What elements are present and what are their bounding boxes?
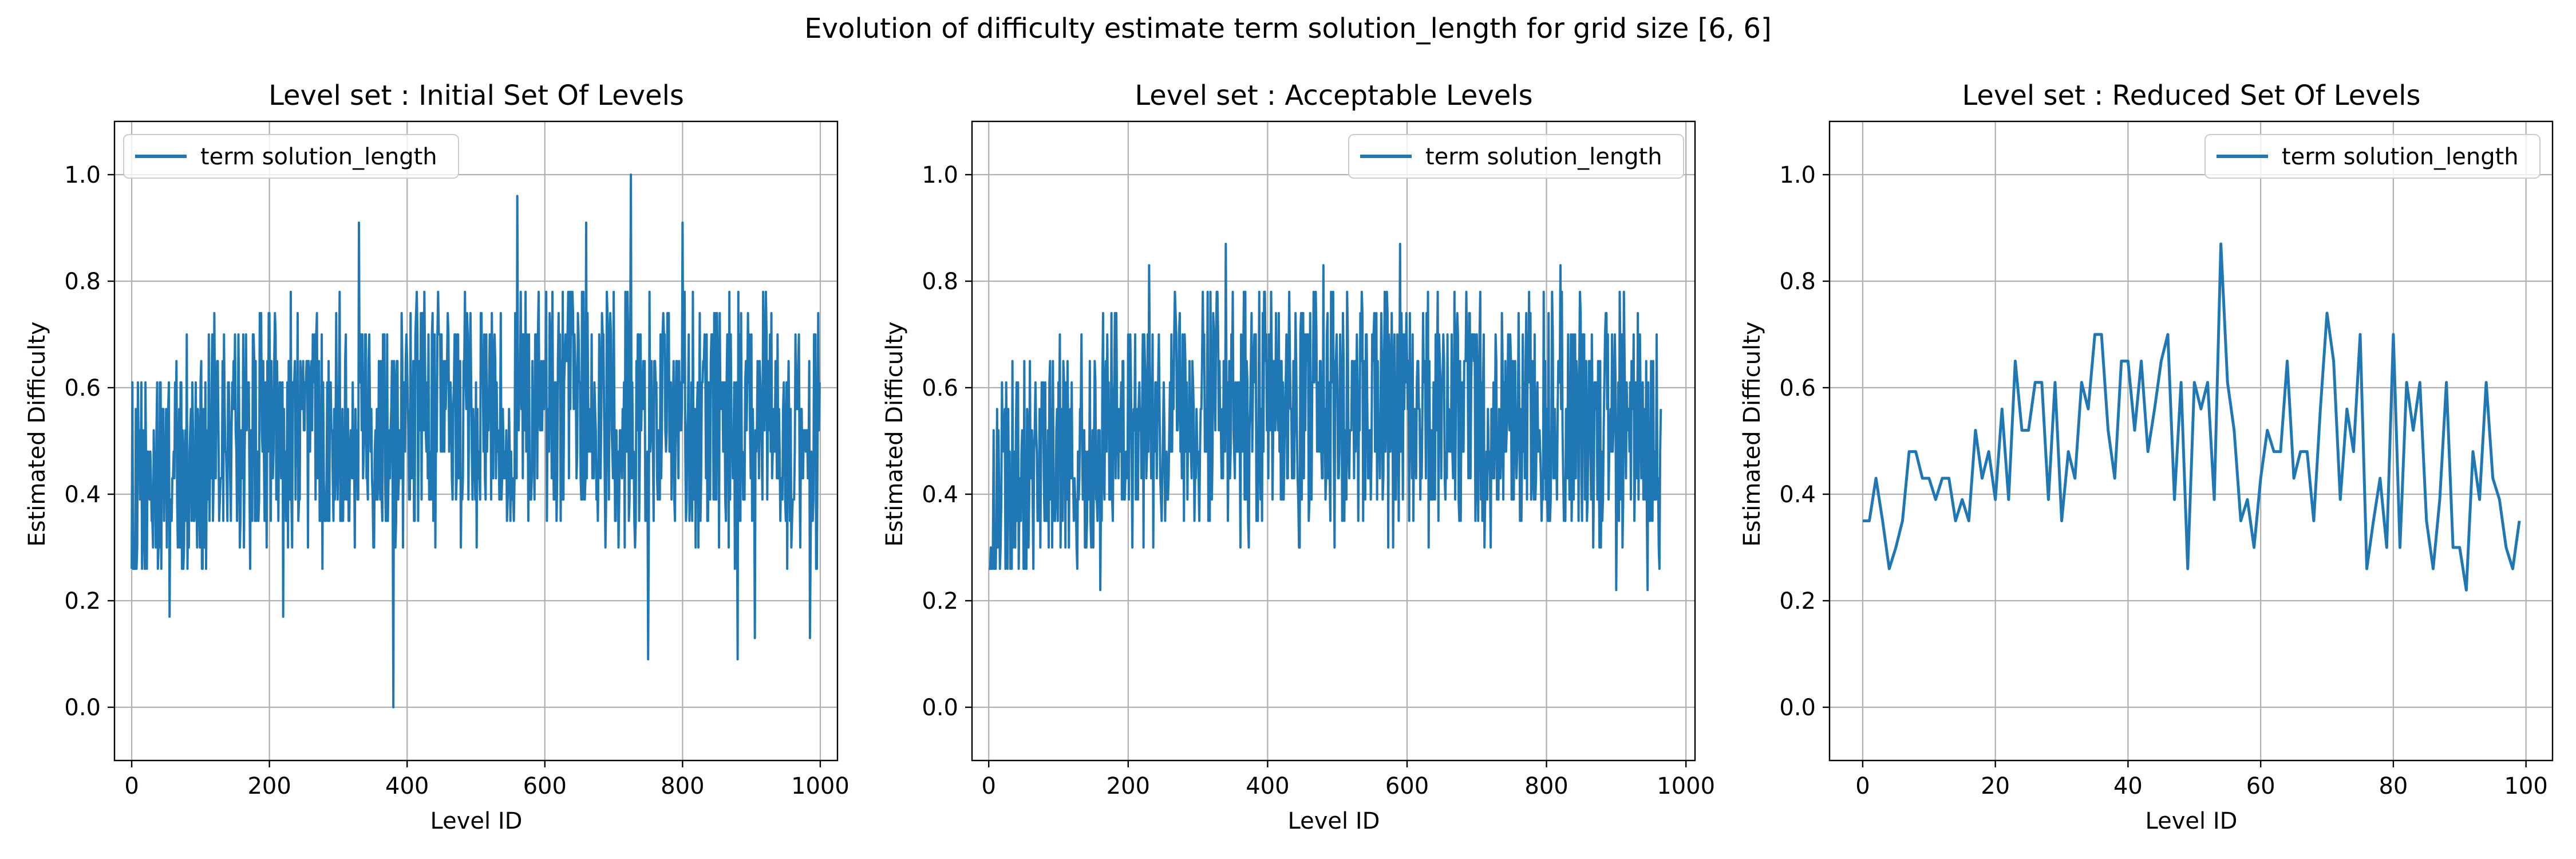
x-tick-label: 20 bbox=[1981, 773, 2010, 799]
y-tick-label: 0.6 bbox=[64, 375, 101, 401]
x-tick-label: 600 bbox=[1385, 773, 1429, 799]
y-tick-label: 0.4 bbox=[64, 482, 101, 508]
legend-frame bbox=[1348, 134, 1684, 179]
x-tick-label: 1000 bbox=[791, 773, 850, 799]
plot-area: 0 20 40 60 80 100 0.0 0.2 0.4 0.6 0.8 1.0 bbox=[1779, 120, 2554, 799]
legend: term solution_length bbox=[2204, 134, 2541, 179]
y-axis-label: Estimated Difficulty bbox=[24, 321, 50, 546]
x-axis-label: Level ID bbox=[1288, 808, 1380, 834]
axes-frame bbox=[1828, 120, 2554, 762]
y-tick-label: 0.0 bbox=[1779, 695, 1816, 721]
subplot-acceptable: Level set : Acceptable Levels 0 200 400 600… bbox=[882, 80, 1715, 834]
plot-area: 0 200 400 600 800 1000 0.0 0.2 0.4 0.6 0.8 1.0 bbox=[922, 120, 1715, 799]
x-tick-label: 60 bbox=[2246, 773, 2275, 799]
y-tick-label: 0.8 bbox=[1779, 269, 1816, 295]
subplot-title: Level set : Acceptable Levels bbox=[1135, 80, 1532, 112]
y-tick-label: 0.4 bbox=[1779, 482, 1816, 508]
subplot-initial: Level set : Initial Set Of Levels 0 200 40… bbox=[24, 80, 850, 834]
legend-frame bbox=[123, 134, 459, 179]
x-tick-label: 40 bbox=[2113, 773, 2143, 799]
x-tick-label: 0 bbox=[124, 773, 139, 799]
series-line bbox=[1862, 242, 2521, 592]
y-tick-label: 0.0 bbox=[64, 695, 101, 721]
series-line bbox=[988, 242, 1662, 592]
x-tick-label: 400 bbox=[385, 773, 429, 799]
legend: term solution_length bbox=[123, 134, 459, 179]
y-tick-label: 0.0 bbox=[922, 695, 958, 721]
figure-suptitle: Evolution of difficulty estimate term so… bbox=[804, 13, 1771, 45]
x-tick-label: 0 bbox=[982, 773, 996, 799]
y-tick-label: 0.8 bbox=[64, 269, 101, 295]
legend-frame bbox=[2204, 134, 2541, 179]
series-line bbox=[131, 174, 821, 708]
legend: term solution_length bbox=[1348, 134, 1684, 179]
x-tick-label: 1000 bbox=[1657, 773, 1715, 799]
y-tick-label: 0.8 bbox=[922, 269, 958, 295]
x-axis-label: Level ID bbox=[430, 808, 523, 834]
y-tick-label: 0.6 bbox=[1779, 375, 1816, 401]
y-tick-label: 1.0 bbox=[1779, 162, 1816, 188]
x-tick-label: 80 bbox=[2379, 773, 2408, 799]
y-tick-label: 0.6 bbox=[922, 375, 958, 401]
y-tick-label: 0.2 bbox=[64, 588, 101, 614]
x-tick-label: 100 bbox=[2504, 773, 2547, 799]
y-tick-label: 0.4 bbox=[922, 482, 958, 508]
x-tick-label: 800 bbox=[1524, 773, 1568, 799]
x-tick-label: 0 bbox=[1855, 773, 1870, 799]
plot-area: 0 200 400 600 800 1000 0.0 0.2 0.4 0.6 0.8 1.0 bbox=[64, 120, 850, 799]
y-tick-label: 0.2 bbox=[1779, 588, 1816, 614]
x-tick-label: 200 bbox=[247, 773, 291, 799]
y-tick-label: 0.2 bbox=[922, 588, 958, 614]
subplot-reduced: Level set : Reduced Set Of Levels 0 20 40 6… bbox=[1739, 80, 2554, 834]
axes-frame bbox=[971, 120, 1696, 762]
axes-frame bbox=[113, 120, 839, 762]
x-tick-label: 800 bbox=[661, 773, 704, 799]
legend-label: term solution_length bbox=[200, 144, 437, 170]
y-axis-label: Estimated Difficulty bbox=[1739, 321, 1765, 546]
y-tick-label: 1.0 bbox=[64, 162, 101, 188]
x-axis-label: Level ID bbox=[2146, 808, 2238, 834]
y-axis-label: Estimated Difficulty bbox=[882, 321, 908, 546]
x-tick-label: 200 bbox=[1107, 773, 1150, 799]
subplot-title: Level set : Initial Set Of Levels bbox=[268, 80, 684, 112]
subplot-title: Level set : Reduced Set Of Levels bbox=[1962, 80, 2421, 112]
legend-label: term solution_length bbox=[2282, 144, 2519, 170]
y-tick-label: 1.0 bbox=[922, 162, 958, 188]
x-tick-label: 600 bbox=[523, 773, 567, 799]
x-tick-label: 400 bbox=[1246, 773, 1289, 799]
legend-label: term solution_length bbox=[1425, 144, 1662, 170]
